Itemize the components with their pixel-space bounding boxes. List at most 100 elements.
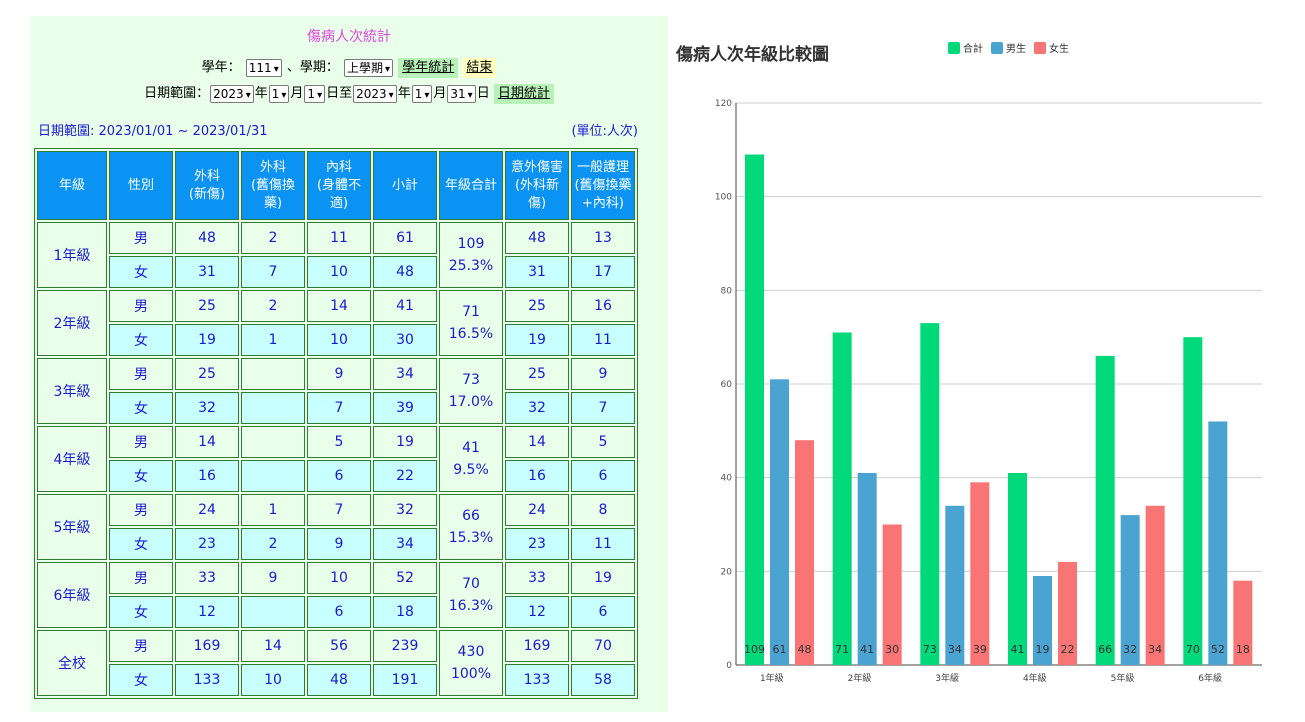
date-stat-button[interactable]: 日期統計 [493, 84, 554, 104]
bar[interactable] [795, 440, 814, 665]
bar[interactable] [770, 379, 789, 665]
value-cell: 25 [505, 358, 569, 390]
bar[interactable] [1033, 576, 1052, 665]
year-stat-button[interactable]: 學年統計 [398, 58, 459, 78]
legend-item[interactable]: 合計 [948, 40, 983, 55]
term-label: 、學期： [286, 60, 339, 75]
value-cell: 17 [571, 256, 635, 288]
grade-total-percent: 15.3% [448, 530, 494, 546]
legend-item[interactable]: 女生 [1034, 40, 1069, 55]
end-month-value: 1 [414, 86, 423, 101]
value-cell: 9 [307, 528, 371, 560]
bar[interactable] [1120, 515, 1140, 665]
value-cell: 6 [571, 596, 635, 628]
end-button[interactable]: 結束 [462, 58, 497, 78]
sex-cell: 女 [109, 324, 173, 356]
value-cell: 1 [241, 324, 305, 356]
table-row: 6年級男 33 9 10 52 70 16.3% 33 19 [37, 562, 635, 628]
bar[interactable] [1233, 580, 1253, 665]
value-cell: 58 [571, 664, 635, 696]
year-select[interactable]: 111 ▾ [245, 58, 282, 77]
sex-cell: 女 [109, 664, 173, 696]
value-cell: 14 [175, 426, 239, 458]
value-cell: 7 [571, 392, 635, 424]
value-cell: 191 [373, 664, 437, 696]
value-cell: 7 [307, 494, 371, 526]
bar[interactable] [1145, 505, 1165, 665]
end-year-select[interactable]: 2023 ▾ [353, 84, 397, 103]
end-month-select[interactable]: 1 ▾ [411, 84, 433, 103]
bar-value-label: 22 [1061, 643, 1075, 656]
stats-panel: 傷病人次統計 學年： 111 ▾ 、學期： 上學期 ▾ 學年統計 結束 日期範圍： 2… [30, 16, 668, 712]
bar-value-label: 41 [860, 643, 874, 656]
bar[interactable] [1058, 561, 1077, 665]
start-month-value: 1 [271, 86, 280, 101]
grade-total-value: 66 [462, 508, 480, 524]
value-cell: 23 [175, 528, 239, 560]
start-day-select[interactable]: 1 ▾ [304, 84, 326, 103]
legend-swatch [1034, 42, 1046, 54]
term-select-value: 上學期 [347, 60, 384, 75]
value-cell: 5 [571, 426, 635, 458]
value-cell: 56 [307, 630, 371, 662]
sex-cell: 女 [109, 256, 173, 288]
value-cell [241, 426, 305, 458]
sex-cell: 女 [109, 392, 173, 424]
grade-total-value: 73 [462, 372, 480, 388]
bar[interactable] [1183, 337, 1203, 665]
value-cell: 16 [571, 290, 635, 322]
bar[interactable] [882, 524, 902, 666]
value-cell: 30 [373, 324, 437, 356]
grade-total-percent: 9.5% [453, 462, 489, 478]
bar[interactable] [970, 482, 990, 665]
bar-value-label: 19 [1036, 643, 1050, 656]
legend-item[interactable]: 男生 [991, 40, 1026, 55]
bar[interactable] [920, 323, 940, 665]
chevron-down-icon: ▾ [467, 89, 473, 101]
start-month-select[interactable]: 1 ▾ [268, 84, 290, 103]
value-cell: 13 [571, 222, 635, 254]
bar[interactable] [832, 332, 852, 665]
bar[interactable] [857, 472, 877, 665]
value-cell: 41 [373, 290, 437, 322]
table-row: 女 31 7 10 48 31 17 [37, 256, 635, 288]
sex-cell: 男 [109, 630, 173, 662]
start-year-select[interactable]: 2023 ▾ [210, 84, 254, 103]
table-header-cell: 年級 [37, 151, 107, 220]
value-cell: 9 [241, 562, 305, 594]
term-select[interactable]: 上學期 ▾ [344, 58, 394, 77]
value-cell: 16 [175, 460, 239, 492]
chevron-down-icon: ▾ [281, 89, 287, 101]
grade-cell: 1年級 [37, 222, 107, 288]
end-day-select[interactable]: 31 ▾ [447, 84, 476, 103]
day-unit: 日 [476, 86, 490, 101]
chevron-down-icon: ▾ [317, 89, 323, 101]
grade-total-cell: 66 15.3% [439, 494, 503, 560]
value-cell: 6 [307, 460, 371, 492]
bar-value-label: 48 [798, 643, 812, 656]
sex-cell: 男 [109, 562, 173, 594]
table-header-cell: 年級合計 [439, 151, 503, 220]
bar[interactable] [745, 154, 764, 665]
bar[interactable] [1008, 472, 1027, 665]
value-cell: 14 [307, 290, 371, 322]
value-cell: 19 [571, 562, 635, 594]
value-cell: 33 [175, 562, 239, 594]
value-cell: 133 [505, 664, 569, 696]
bar-value-label: 41 [1011, 643, 1025, 656]
x-tick-label: 3年級 [935, 672, 959, 684]
grade-cell: 6年級 [37, 562, 107, 628]
bar-value-label: 34 [1148, 643, 1162, 656]
value-cell: 9 [571, 358, 635, 390]
bar[interactable] [1095, 355, 1115, 665]
value-cell [241, 392, 305, 424]
table-row: 4年級男 14 5 19 41 9.5% 14 5 [37, 426, 635, 492]
bar[interactable] [945, 505, 965, 665]
value-cell: 24 [175, 494, 239, 526]
value-cell [241, 358, 305, 390]
legend-label: 男生 [1006, 44, 1026, 55]
table-row: 5年級男 24 1 7 32 66 15.3% 24 8 [37, 494, 635, 560]
table-header-cell: 小計 [373, 151, 437, 220]
bar[interactable] [1208, 421, 1228, 665]
x-tick-label: 2年級 [848, 672, 872, 684]
